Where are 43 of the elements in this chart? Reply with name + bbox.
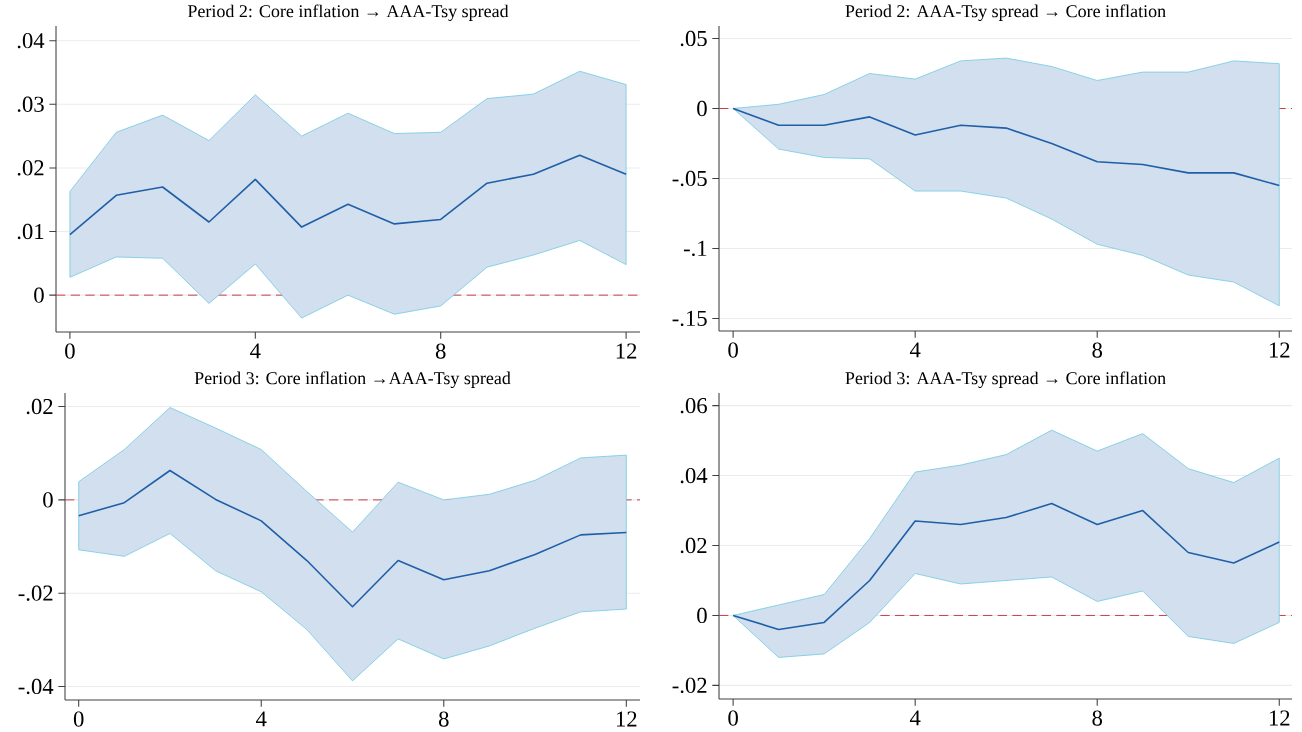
x-tick-label: 12	[616, 343, 637, 359]
y-tick-label: 0	[34, 287, 44, 303]
line-series	[732, 502, 1281, 631]
x-tick-label: 4	[909, 342, 921, 358]
x-tick-label: 8	[435, 343, 446, 359]
y-tick-label: -.02	[672, 677, 707, 694]
chart-title: Period 3: AAA-Tsy spread → Core inflation	[845, 371, 1166, 388]
y-tick-label: -.15	[672, 310, 707, 327]
x-tick-label: 4	[909, 710, 921, 726]
y-tick-label: -.02	[18, 585, 53, 601]
y-tick-label: 0	[697, 607, 707, 624]
y-tick-label: .04	[680, 467, 708, 484]
line-series	[77, 469, 628, 608]
y-tick-label: -.04	[18, 678, 54, 695]
y-tick-label: .05	[680, 30, 707, 47]
x-tick-label: 0	[65, 343, 75, 359]
line-series	[732, 107, 1281, 187]
x-tick-label: 4	[256, 711, 267, 727]
y-tick-label: .03	[17, 96, 44, 112]
y-tick-label: .01	[17, 223, 44, 240]
y-tick-label: .06	[680, 397, 707, 414]
y-tick-label: -.05	[672, 170, 707, 187]
y-tick-label: .02	[680, 537, 707, 554]
x-tick-label: 12	[616, 711, 637, 727]
x-tick-label: 8	[1092, 710, 1103, 726]
x-tick-label: 12	[1269, 342, 1290, 358]
x-tick-label: 8	[1092, 342, 1103, 358]
x-tick-label: 8	[438, 711, 449, 727]
x-tick-label: 0	[728, 710, 738, 726]
chart-title: Period 3: Core inflation →AAA-Tsy spread	[194, 371, 511, 388]
chart-title: Period 2: AAA-Tsy spread → Core inflation	[845, 4, 1166, 21]
y-tick-label: 0	[697, 100, 707, 117]
y-tick-label: -.1	[683, 240, 707, 257]
line-series	[69, 154, 627, 236]
y-tick-label: .02	[17, 160, 44, 176]
x-tick-label: 0	[728, 342, 738, 358]
y-tick-label: .02	[26, 398, 53, 415]
x-tick-label: 0	[73, 711, 84, 727]
y-tick-label: .04	[17, 32, 45, 49]
chart-title: Period 2: Core inflation → AAA-Tsy spread	[187, 4, 509, 21]
y-tick-label: 0	[43, 492, 53, 508]
x-tick-label: 12	[1269, 710, 1290, 726]
x-tick-label: 4	[250, 343, 261, 359]
